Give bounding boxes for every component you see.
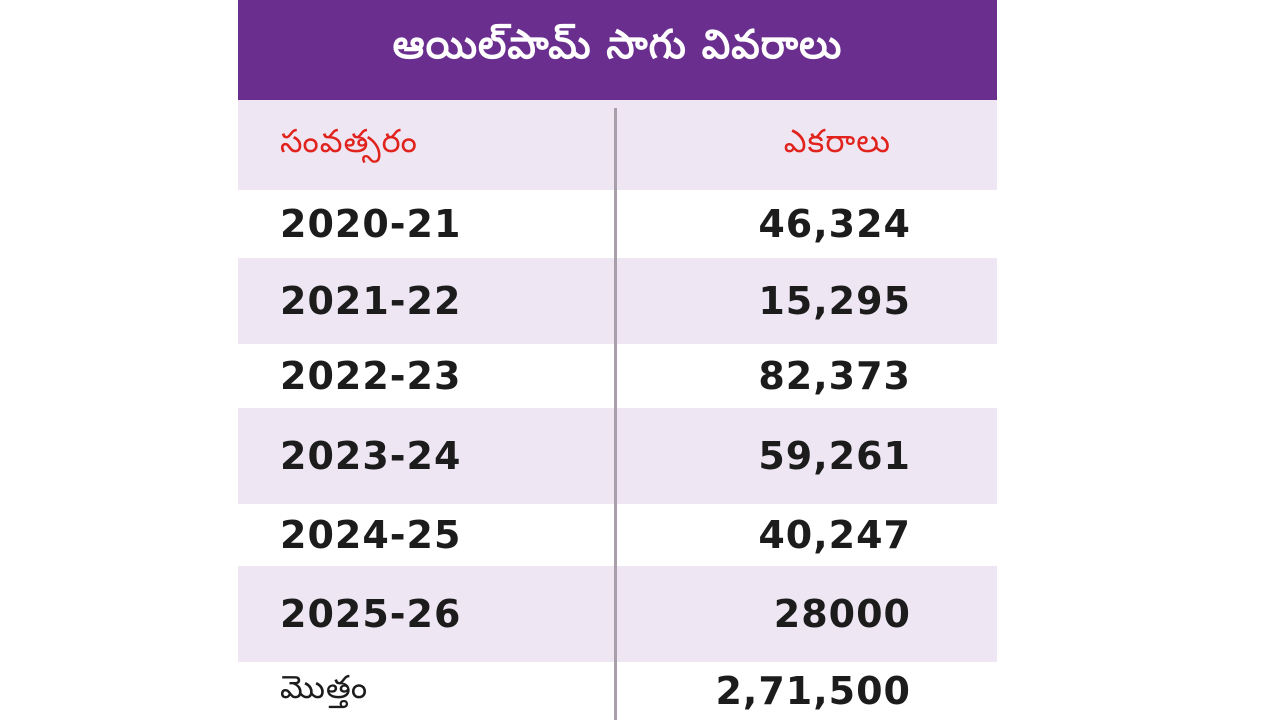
table-row: 2023-24 59,261 (238, 408, 997, 504)
table-title: ఆయిల్‌పామ్‌ సాగు వివరాలు (392, 22, 843, 68)
table-row: 2024-25 40,247 (238, 504, 997, 566)
table-title-bar: ఆయిల్‌పామ్‌ సాగు వివరాలు (238, 0, 997, 100)
total-value: 2,71,500 (715, 669, 911, 713)
total-row: మొత్తం 2,71,500 (238, 662, 997, 720)
header-row: సంవత్సరం ఎకరాలు (238, 100, 997, 190)
table-row: 2020-21 46,324 (238, 190, 997, 258)
data-table: ఆయిల్‌పామ్‌ సాగు వివరాలు సంవత్సరం ఎకరాలు… (238, 0, 997, 720)
column-header-acres: ఎకరాలు (783, 122, 891, 160)
acres-cell: 46,324 (758, 202, 911, 246)
year-cell: 2025-26 (280, 592, 462, 636)
table-body: సంవత్సరం ఎకరాలు 2020-21 46,324 2021-22 1… (238, 100, 997, 720)
acres-cell: 15,295 (758, 279, 911, 323)
year-cell: 2021-22 (280, 279, 462, 323)
column-divider (614, 108, 617, 720)
table-row: 2025-26 28000 (238, 566, 997, 662)
year-cell: 2023-24 (280, 434, 462, 478)
acres-cell: 40,247 (758, 513, 911, 557)
total-label: మొత్తం (280, 668, 369, 706)
table-row: 2021-22 15,295 (238, 258, 997, 344)
acres-cell: 82,373 (758, 354, 911, 398)
year-cell: 2020-21 (280, 202, 462, 246)
acres-cell: 59,261 (758, 434, 911, 478)
table-row: 2022-23 82,373 (238, 344, 997, 408)
year-cell: 2024-25 (280, 513, 462, 557)
column-header-year: సంవత్సరం (280, 122, 418, 160)
acres-cell: 28000 (773, 592, 911, 636)
year-cell: 2022-23 (280, 354, 462, 398)
